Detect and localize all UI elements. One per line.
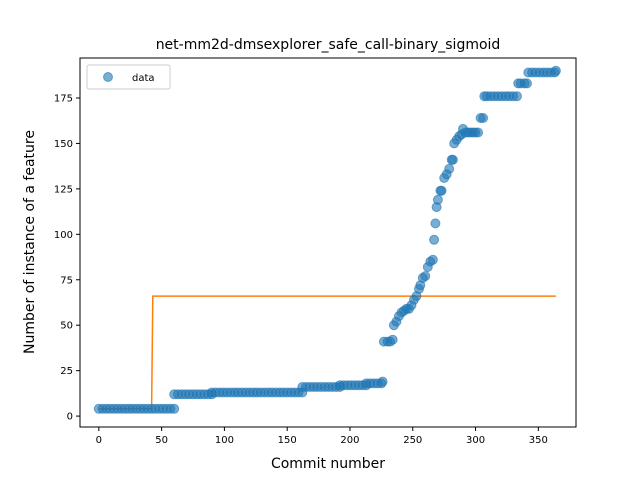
y-tick-label: 75	[60, 275, 73, 286]
y-tick-label: 0	[67, 412, 73, 423]
x-tick-label: 0	[96, 435, 102, 446]
x-tick-label: 200	[340, 435, 359, 446]
scatter-points-layer	[93, 65, 561, 414]
data-point	[169, 403, 180, 414]
y-axis-label: Number of instance of a feature	[22, 130, 38, 354]
legend-marker-data	[103, 72, 113, 82]
x-tick-label: 250	[403, 435, 422, 446]
x-tick-label: 150	[278, 435, 297, 446]
x-tick-label: 350	[529, 435, 548, 446]
data-point	[429, 234, 440, 245]
legend: data	[86, 64, 171, 90]
plot-frame	[79, 57, 577, 428]
x-axis-ticks: 0 50 100 150 200 250 300 350	[96, 427, 548, 446]
y-tick-label: 50	[60, 321, 73, 332]
x-tick-label: 100	[215, 435, 234, 446]
data-point	[550, 65, 561, 76]
data-point	[420, 271, 431, 282]
y-tick-label: 100	[54, 230, 73, 241]
data-point	[512, 91, 522, 102]
x-axis-label: Commit number	[271, 456, 385, 472]
legend-box	[86, 64, 171, 90]
y-tick-label: 125	[54, 184, 73, 195]
y-tick-label: 175	[54, 93, 73, 104]
y-axis-ticks: 0 25 50 75 100 125 150 175	[54, 93, 80, 423]
data-point	[473, 127, 484, 138]
data-point	[432, 194, 443, 205]
data-point	[447, 154, 458, 165]
legend-label-data: data	[132, 73, 155, 84]
data-point	[478, 113, 489, 123]
data-point	[436, 185, 447, 196]
data-point	[430, 218, 441, 229]
y-tick-label: 25	[60, 366, 73, 377]
data-point	[387, 334, 398, 345]
chart-title: net-mm2d-dmsexplorer_safe_call-binary_si…	[156, 37, 501, 53]
x-tick-label: 300	[466, 435, 485, 446]
data-point	[377, 376, 388, 387]
x-tick-label: 50	[155, 435, 168, 446]
y-tick-label: 150	[54, 139, 73, 150]
data-point	[427, 254, 438, 265]
data-point	[444, 163, 455, 174]
data-point	[522, 78, 532, 89]
plot-area	[80, 58, 576, 427]
